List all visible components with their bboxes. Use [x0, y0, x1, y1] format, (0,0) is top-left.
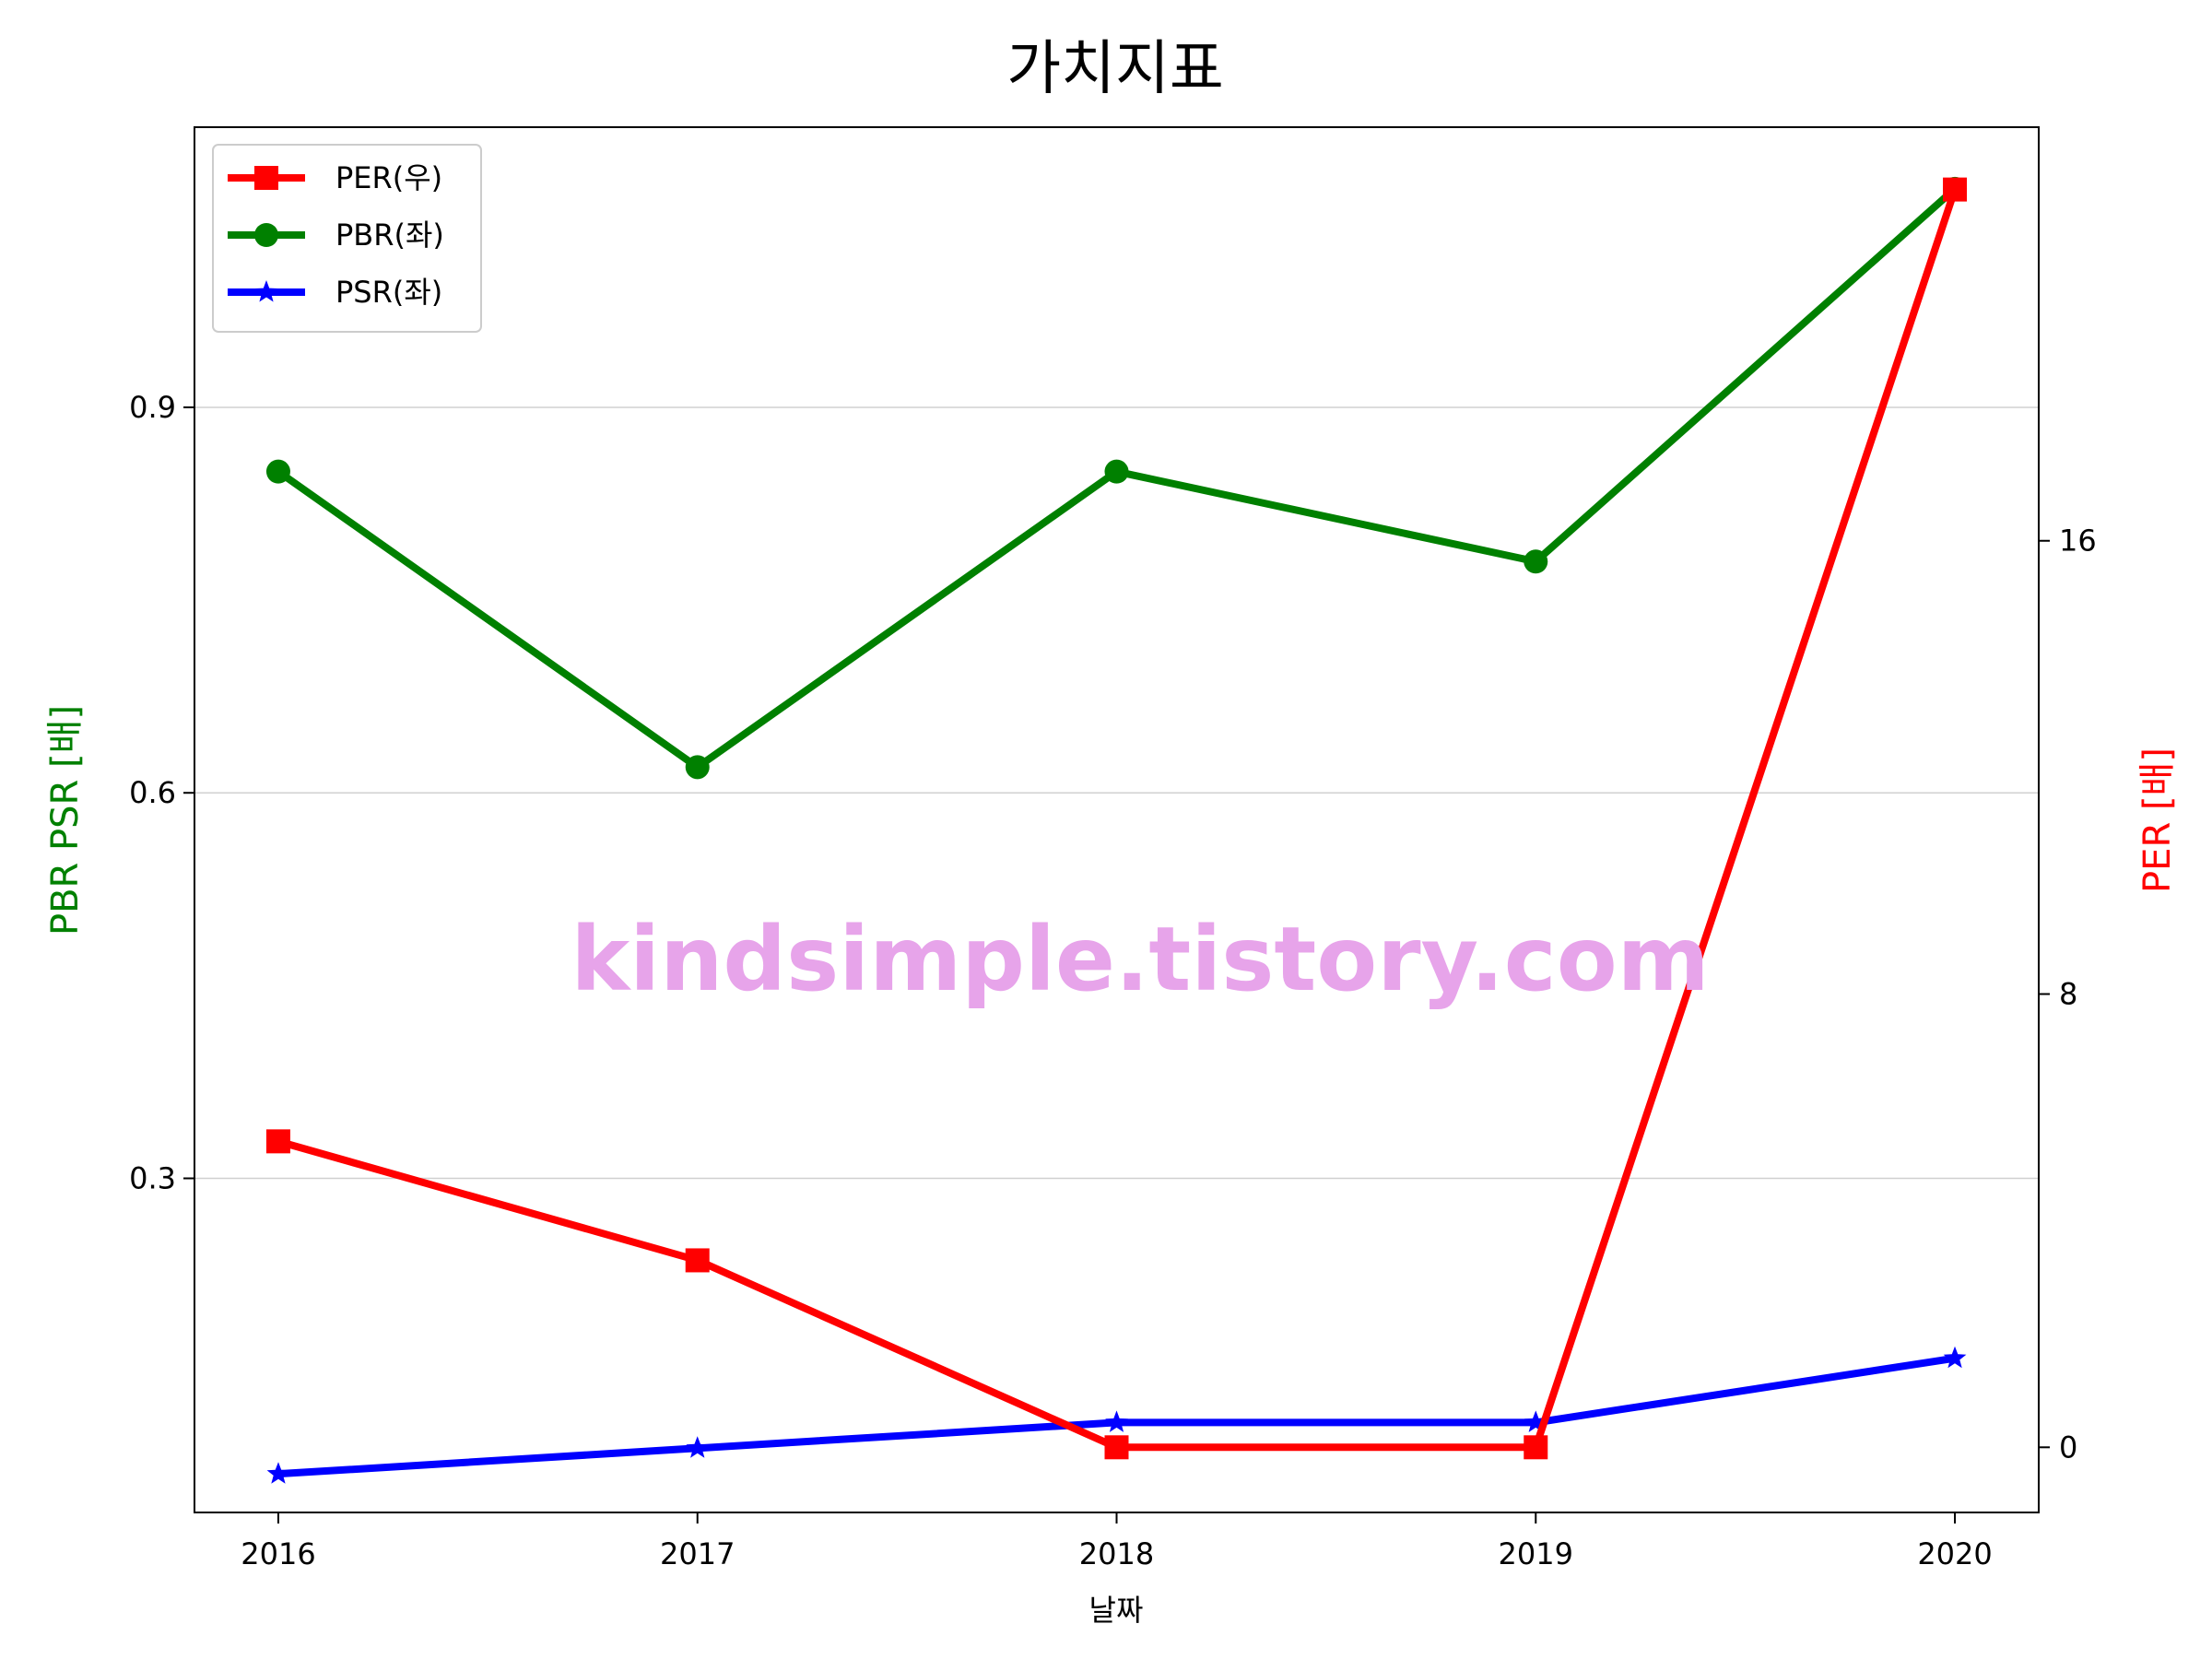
y-axis-label-left: PBR PSR [배]	[44, 705, 87, 935]
x-tick-label: 2016	[241, 1536, 315, 1571]
series-line-PER(우)	[274, 185, 1959, 1452]
chart-title: 가치지표	[1006, 35, 1224, 103]
data-point-PSR(좌)	[1943, 1346, 1967, 1369]
data-point-PBR(좌)	[265, 459, 290, 484]
legend-box	[212, 144, 482, 333]
right-tick-label: 8	[2059, 977, 2077, 1012]
left-tick-label: 0.3	[129, 1160, 176, 1195]
data-point-PER(우)	[685, 1248, 710, 1273]
data-point-PER(우)	[1104, 1435, 1129, 1460]
x-tick-label: 2020	[1917, 1536, 1992, 1571]
data-point-PSR(좌)	[266, 1462, 290, 1484]
x-tick-label: 2018	[1079, 1536, 1154, 1571]
series-layer	[265, 176, 1968, 1484]
watermark: kindsimple.tistory.com	[571, 908, 1709, 1011]
left-axis-ticks: 0.3 0.6 0.9	[129, 390, 194, 1195]
right-tick-label: 16	[2059, 524, 2097, 559]
legend-swatch-marker	[254, 166, 278, 190]
left-tick-label: 0.6	[129, 775, 176, 810]
legend-swatch-marker	[254, 280, 278, 302]
legend: PER(우) PBR(좌) PSR(좌)	[212, 144, 482, 333]
plot-frame	[194, 126, 2040, 1513]
right-tick-label: 0	[2059, 1430, 2077, 1465]
data-point-PBR(좌)	[1524, 549, 1548, 574]
data-point-PER(우)	[1943, 177, 1968, 202]
data-point-PSR(좌)	[686, 1436, 710, 1458]
legend-label: PER(우)	[335, 160, 442, 195]
legend-swatch-marker	[254, 223, 278, 247]
x-tick-label: 2019	[1499, 1536, 1573, 1571]
y-axis-label-right: PER [배]	[2136, 747, 2179, 893]
data-point-PSR(좌)	[1105, 1410, 1128, 1432]
data-point-PER(우)	[1524, 1435, 1548, 1460]
data-point-PSR(좌)	[1524, 1410, 1547, 1432]
legend-label: PBR(좌)	[335, 218, 444, 253]
data-point-PBR(좌)	[1104, 459, 1129, 484]
grid-lines	[194, 406, 2039, 1180]
left-tick-label: 0.9	[129, 390, 176, 425]
x-axis-label: 날짜	[1089, 1593, 1144, 1628]
right-axis-ticks: 0 8 16	[2039, 524, 2097, 1465]
data-point-PER(우)	[265, 1129, 290, 1154]
legend-label: PSR(좌)	[335, 275, 442, 310]
x-tick-label: 2017	[660, 1536, 735, 1571]
data-point-PBR(좌)	[685, 755, 710, 780]
x-axis-ticks: 2016 2017 2018 2019 2020	[241, 1512, 1993, 1571]
